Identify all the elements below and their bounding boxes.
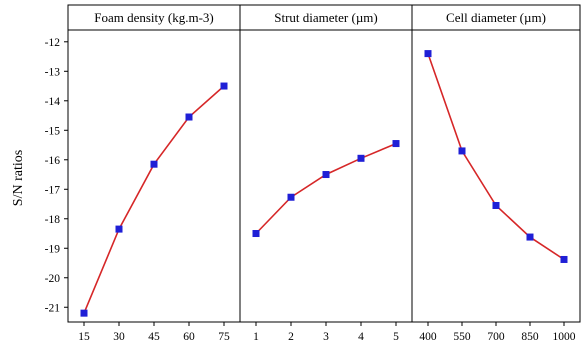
data-point: [392, 140, 400, 148]
data-point: [357, 154, 365, 162]
data-point: [322, 171, 330, 179]
y-tick-label: -16: [45, 155, 61, 167]
data-point: [526, 233, 534, 241]
x-tick-label: 1000: [553, 331, 576, 343]
data-point: [150, 160, 158, 168]
y-tick-label: -19: [45, 243, 61, 255]
panel: Strut diameter (µm) 1 2 3 4 5: [252, 10, 400, 343]
panel: Foam density (kg.m-3) 15 30 45 60 75: [78, 10, 230, 343]
chart-frame: [67, 4, 581, 323]
x-tick-label: 550: [453, 331, 471, 343]
data-point: [424, 50, 432, 58]
panel-title: Strut diameter (µm): [274, 10, 378, 25]
y-tick-label: -12: [45, 37, 61, 49]
data-point: [492, 201, 500, 209]
x-tick-label: 60: [183, 331, 195, 343]
y-tick-label: -18: [45, 214, 61, 226]
x-tick-label: 400: [419, 331, 437, 343]
panel: Cell diameter (µm) 400 550 700 850 1000: [419, 10, 575, 343]
series-line: [83, 85, 225, 314]
data-point: [185, 113, 193, 121]
data-point: [80, 309, 88, 317]
data-point: [287, 193, 295, 201]
y-tick-label: -17: [45, 184, 61, 196]
x-tick-label: 45: [148, 331, 160, 343]
x-tick-label: 700: [487, 331, 505, 343]
panel-title: Cell diameter (µm): [446, 10, 546, 25]
x-tick-label: 75: [218, 331, 230, 343]
y-tick-label: -14: [45, 96, 61, 108]
data-point: [252, 230, 260, 238]
x-tick-label: 15: [78, 331, 90, 343]
y-tick-label: -21: [45, 302, 61, 314]
y-tick-label: -15: [45, 125, 61, 137]
x-tick-label: 30: [113, 331, 125, 343]
x-tick-label: 3: [323, 331, 329, 343]
data-point: [220, 82, 228, 90]
data-point: [560, 255, 568, 263]
series-line: [255, 142, 397, 235]
data-point: [115, 225, 123, 233]
y-tick-label: -20: [45, 273, 61, 285]
y-tick-label: -13: [45, 66, 61, 78]
x-tick-label: 1: [253, 331, 259, 343]
panel-title: Foam density (kg.m-3): [94, 10, 214, 25]
y-axis-title: S/N ratios: [11, 150, 26, 206]
x-tick-label: 2: [288, 331, 294, 343]
x-tick-label: 850: [521, 331, 539, 343]
x-tick-label: 5: [393, 331, 399, 343]
y-axis: -21 -20 -19 -18 -17 -16 -15 -14 -13 -12: [45, 37, 68, 314]
plot-border: [67, 4, 581, 323]
data-point: [458, 147, 466, 155]
series-line: [427, 53, 565, 261]
x-tick-label: 4: [358, 331, 364, 343]
